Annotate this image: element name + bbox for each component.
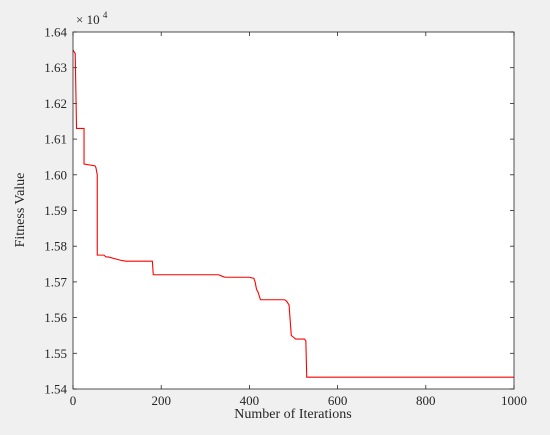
- y-tick-label: 1.59: [44, 203, 67, 218]
- y-multiplier-exponent: 4: [103, 10, 108, 20]
- x-tick-label: 600: [328, 393, 348, 408]
- y-tick-label: 1.62: [44, 96, 67, 111]
- y-multiplier: × 10 4: [76, 10, 108, 27]
- y-tick-label: 1.58: [44, 239, 67, 254]
- x-tick-label: 400: [240, 393, 260, 408]
- x-tick-label: 200: [151, 393, 171, 408]
- x-tick-label: 0: [70, 393, 77, 408]
- y-tick-label: 1.63: [44, 60, 67, 75]
- plot-area: [73, 32, 514, 389]
- y-tick-label: 1.54: [44, 382, 67, 397]
- y-tick-label: 1.55: [44, 346, 67, 361]
- x-tick-label: 800: [416, 393, 436, 408]
- x-axis-label: Number of Iterations: [234, 407, 351, 422]
- y-tick-label: 1.64: [44, 25, 67, 40]
- y-tick-label: 1.60: [44, 167, 67, 182]
- y-tick-label: 1.57: [44, 274, 67, 289]
- y-multiplier-base: × 10: [76, 12, 100, 27]
- x-tick-label: 1000: [501, 393, 527, 408]
- tick-labels: 0 200 400 600 800 1000 1.54 1.55 1.56 1.57 1.58 1.5…: [44, 25, 527, 409]
- y-axis-label: Fitness Value: [13, 173, 28, 248]
- y-tick-label: 1.56: [44, 310, 67, 325]
- plot-frame: [72, 31, 515, 390]
- y-tick-label: 1.61: [44, 132, 67, 147]
- fitness-curve: [72, 49, 514, 378]
